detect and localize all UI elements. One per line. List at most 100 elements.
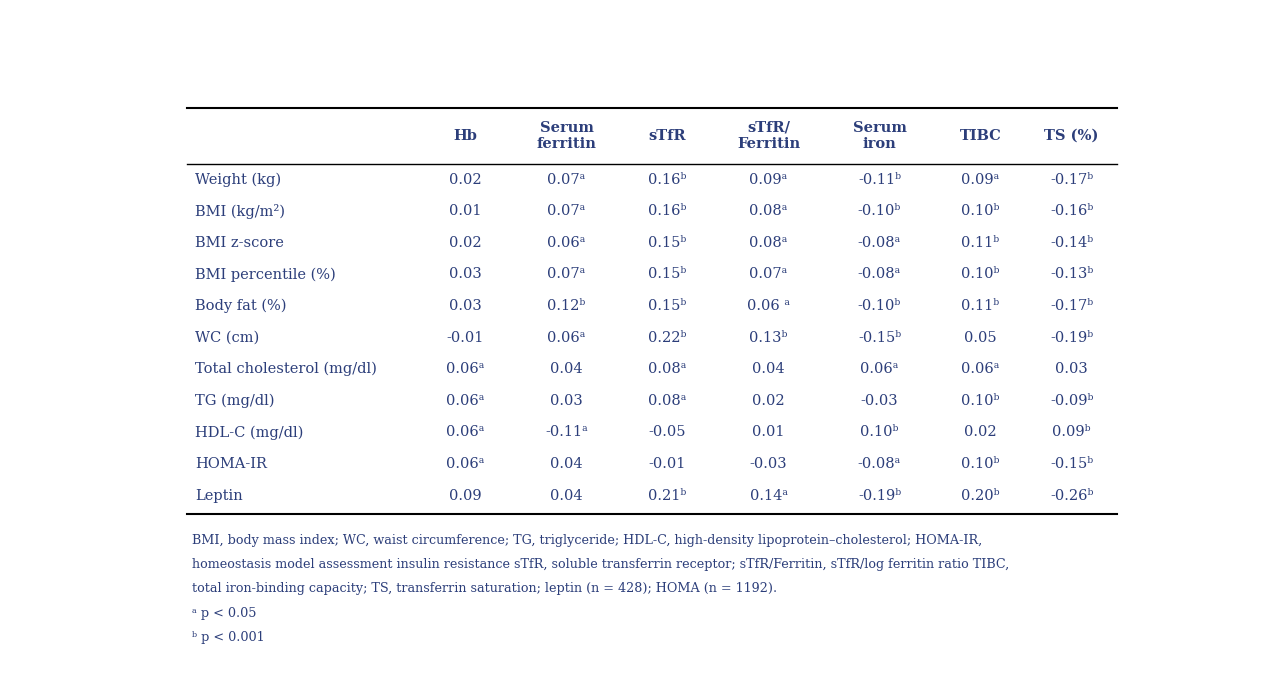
Text: 0.02: 0.02 (450, 236, 481, 250)
Text: 0.08ᵃ: 0.08ᵃ (648, 394, 687, 408)
Text: ᵇ p < 0.001: ᵇ p < 0.001 (192, 631, 265, 644)
Text: BMI, body mass index; WC, waist circumference; TG, triglyceride; HDL-C, high-den: BMI, body mass index; WC, waist circumfe… (192, 534, 983, 547)
Text: 0.07ᵃ: 0.07ᵃ (547, 172, 586, 187)
Text: Hb: Hb (453, 129, 477, 143)
Text: 0.05: 0.05 (964, 330, 997, 345)
Text: 0.20ᵇ: 0.20ᵇ (961, 488, 1000, 503)
Text: 0.21ᵇ: 0.21ᵇ (648, 488, 687, 503)
Text: 0.06ᵃ: 0.06ᵃ (446, 457, 485, 471)
Text: TIBC: TIBC (960, 129, 1002, 143)
Text: 0.07ᵃ: 0.07ᵃ (547, 267, 586, 281)
Text: -0.15ᵇ: -0.15ᵇ (858, 330, 901, 345)
Text: 0.15ᵇ: 0.15ᵇ (648, 267, 687, 281)
Text: 0.04: 0.04 (551, 488, 582, 503)
Text: 0.03: 0.03 (450, 267, 482, 281)
Text: -0.08ᵃ: -0.08ᵃ (858, 457, 901, 471)
Text: 0.06ᵃ: 0.06ᵃ (547, 236, 586, 250)
Text: 0.02: 0.02 (964, 425, 997, 439)
Text: 0.04: 0.04 (753, 362, 784, 376)
Text: -0.19ᵇ: -0.19ᵇ (858, 488, 901, 503)
Text: -0.10ᵇ: -0.10ᵇ (858, 299, 901, 313)
Text: 0.08ᵃ: 0.08ᵃ (749, 204, 788, 218)
Text: 0.03: 0.03 (1055, 362, 1087, 376)
Text: 0.06ᵃ: 0.06ᵃ (547, 330, 586, 345)
Text: BMI (kg/m²): BMI (kg/m²) (195, 204, 285, 219)
Text: 0.02: 0.02 (753, 394, 784, 408)
Text: 0.14ᵃ: 0.14ᵃ (749, 488, 788, 503)
Text: Serum
ferritin: Serum ferritin (537, 121, 596, 151)
Text: 0.06ᵃ: 0.06ᵃ (446, 425, 485, 439)
Text: 0.03: 0.03 (450, 299, 482, 313)
Text: HOMA-IR: HOMA-IR (195, 457, 266, 471)
Text: Total cholesterol (mg/dl): Total cholesterol (mg/dl) (195, 362, 376, 376)
Text: -0.08ᵃ: -0.08ᵃ (858, 236, 901, 250)
Text: -0.05: -0.05 (649, 425, 686, 439)
Text: 0.22ᵇ: 0.22ᵇ (648, 330, 687, 345)
Text: homeostasis model assessment insulin resistance sTfR, soluble transferrin recept: homeostasis model assessment insulin res… (192, 558, 1009, 571)
Text: 0.10ᵇ: 0.10ᵇ (961, 394, 999, 408)
Text: 0.11ᵇ: 0.11ᵇ (961, 299, 999, 313)
Text: 0.04: 0.04 (551, 457, 582, 471)
Text: sTfR: sTfR (649, 129, 686, 143)
Text: -0.03: -0.03 (750, 457, 787, 471)
Text: 0.06ᵃ: 0.06ᵃ (446, 394, 485, 408)
Text: 0.09ᵃ: 0.09ᵃ (749, 172, 788, 187)
Text: 0.09ᵃ: 0.09ᵃ (961, 172, 999, 187)
Text: -0.19ᵇ: -0.19ᵇ (1050, 330, 1094, 345)
Text: -0.03: -0.03 (860, 394, 898, 408)
Text: 0.04: 0.04 (551, 362, 582, 376)
Text: WC (cm): WC (cm) (195, 330, 259, 345)
Text: 0.09: 0.09 (450, 488, 481, 503)
Text: 0.06ᵃ: 0.06ᵃ (446, 362, 485, 376)
Text: 0.06ᵃ: 0.06ᵃ (961, 362, 999, 376)
Text: total iron-binding capacity; TS, transferrin saturation; leptin (n = 428); HOMA : total iron-binding capacity; TS, transfe… (192, 583, 777, 596)
Text: Body fat (%): Body fat (%) (195, 299, 287, 313)
Text: -0.26ᵇ: -0.26ᵇ (1050, 488, 1094, 503)
Text: 0.15ᵇ: 0.15ᵇ (648, 299, 687, 313)
Text: -0.11ᵇ: -0.11ᵇ (858, 172, 901, 187)
Text: HDL-C (mg/dl): HDL-C (mg/dl) (195, 425, 303, 440)
Text: 0.01: 0.01 (753, 425, 784, 439)
Text: -0.17ᵇ: -0.17ᵇ (1050, 172, 1094, 187)
Text: -0.11ᵃ: -0.11ᵃ (546, 425, 587, 439)
Text: TS (%): TS (%) (1045, 129, 1099, 143)
Text: 0.06ᵃ: 0.06ᵃ (860, 362, 899, 376)
Text: Leptin: Leptin (195, 488, 242, 503)
Text: -0.08ᵃ: -0.08ᵃ (858, 267, 901, 281)
Text: -0.13ᵇ: -0.13ᵇ (1050, 267, 1094, 281)
Text: 0.16ᵇ: 0.16ᵇ (648, 204, 687, 218)
Text: -0.16ᵇ: -0.16ᵇ (1050, 204, 1094, 218)
Text: 0.03: 0.03 (551, 394, 584, 408)
Text: -0.10ᵇ: -0.10ᵇ (858, 204, 901, 218)
Text: -0.14ᵇ: -0.14ᵇ (1050, 236, 1094, 250)
Text: 0.06 ᵃ: 0.06 ᵃ (746, 299, 791, 313)
Text: 0.12ᵇ: 0.12ᵇ (547, 299, 586, 313)
Text: ᵃ p < 0.05: ᵃ p < 0.05 (192, 607, 256, 620)
Text: BMI z-score: BMI z-score (195, 236, 284, 250)
Text: Weight (kg): Weight (kg) (195, 172, 282, 187)
Text: 0.02: 0.02 (450, 172, 481, 187)
Text: -0.17ᵇ: -0.17ᵇ (1050, 299, 1094, 313)
Text: 0.13ᵇ: 0.13ᵇ (749, 330, 788, 345)
Text: sTfR/
Ferritin: sTfR/ Ferritin (738, 121, 799, 151)
Text: 0.10ᵇ: 0.10ᵇ (860, 425, 899, 439)
Text: TG (mg/dl): TG (mg/dl) (195, 393, 274, 408)
Text: -0.15ᵇ: -0.15ᵇ (1050, 457, 1094, 471)
Text: Serum
iron: Serum iron (853, 121, 907, 151)
Text: 0.10ᵇ: 0.10ᵇ (961, 457, 999, 471)
Text: 0.09ᵇ: 0.09ᵇ (1052, 425, 1091, 439)
Text: 0.11ᵇ: 0.11ᵇ (961, 236, 999, 250)
Text: 0.07ᵃ: 0.07ᵃ (749, 267, 788, 281)
Text: BMI percentile (%): BMI percentile (%) (195, 267, 336, 282)
Text: 0.08ᵃ: 0.08ᵃ (749, 236, 788, 250)
Text: 0.10ᵇ: 0.10ᵇ (961, 204, 999, 218)
Text: -0.01: -0.01 (447, 330, 484, 345)
Text: 0.08ᵃ: 0.08ᵃ (648, 362, 687, 376)
Text: 0.01: 0.01 (450, 204, 481, 218)
Text: -0.09ᵇ: -0.09ᵇ (1050, 394, 1094, 408)
Text: 0.16ᵇ: 0.16ᵇ (648, 172, 687, 187)
Text: 0.10ᵇ: 0.10ᵇ (961, 267, 999, 281)
Text: -0.01: -0.01 (649, 457, 686, 471)
Text: 0.15ᵇ: 0.15ᵇ (648, 236, 687, 250)
Text: 0.07ᵃ: 0.07ᵃ (547, 204, 586, 218)
